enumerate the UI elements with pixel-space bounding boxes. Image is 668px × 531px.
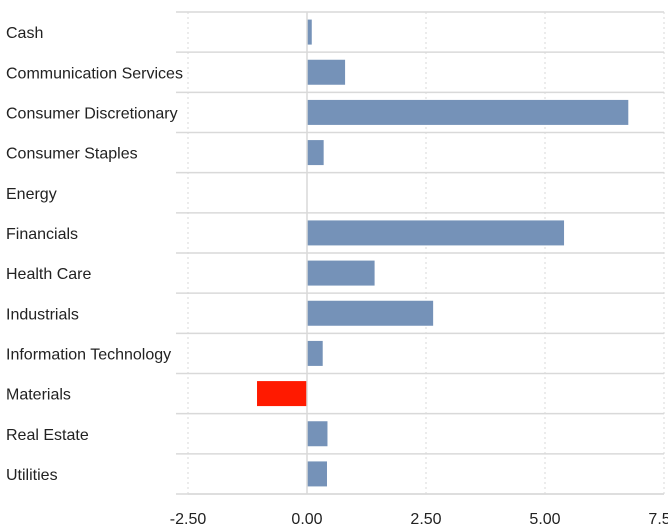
x-tick-labels: -2.50 0.00 2.50 5.00 7.50 bbox=[170, 511, 668, 528]
category-separators bbox=[176, 11, 664, 495]
category-labels: Cash Communication Services Consumer Discr… bbox=[6, 25, 183, 484]
x-tick-label: 5.00 bbox=[529, 511, 560, 528]
axes bbox=[188, 12, 664, 495]
category-label: Consumer Discretionary bbox=[6, 105, 178, 122]
bar-industrials bbox=[307, 300, 434, 326]
category-label: Real Estate bbox=[6, 427, 89, 444]
bar-health-care bbox=[307, 260, 375, 286]
category-label: Energy bbox=[6, 186, 57, 203]
x-tick-label: -2.50 bbox=[170, 511, 207, 528]
category-label: Health Care bbox=[6, 266, 91, 283]
category-label: Financials bbox=[6, 226, 78, 243]
category-label: Industrials bbox=[6, 306, 79, 323]
bar-communication-services bbox=[307, 59, 346, 85]
x-tick-label: 2.50 bbox=[410, 511, 441, 528]
category-label: Materials bbox=[6, 387, 71, 404]
bar-consumer-staples bbox=[307, 140, 324, 166]
bar-consumer-discretionary bbox=[307, 99, 629, 125]
bar-cash bbox=[307, 19, 312, 45]
bars bbox=[257, 19, 629, 487]
bar-financials bbox=[307, 220, 565, 246]
bar-real-estate bbox=[307, 421, 328, 447]
bar-materials bbox=[257, 381, 307, 407]
category-label: Information Technology bbox=[6, 346, 171, 363]
bar-utilities bbox=[307, 461, 327, 487]
x-tick-label: 0.00 bbox=[291, 511, 322, 528]
x-tick-label: 7.50 bbox=[648, 511, 668, 528]
category-label: Utilities bbox=[6, 467, 58, 484]
category-label: Communication Services bbox=[6, 65, 183, 82]
category-label: Cash bbox=[6, 25, 43, 42]
category-label: Consumer Staples bbox=[6, 146, 138, 163]
bar-information-technology bbox=[307, 340, 323, 366]
